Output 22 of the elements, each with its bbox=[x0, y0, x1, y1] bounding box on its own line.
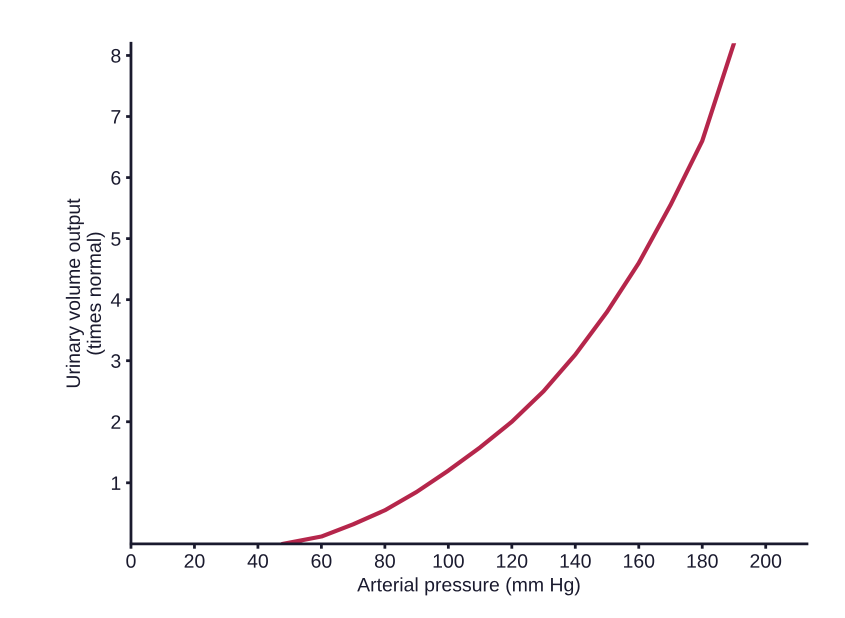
x-tick-label: 120 bbox=[497, 554, 528, 568]
y-tick-label: 1 bbox=[112, 476, 120, 490]
x-tick-label: 140 bbox=[560, 554, 591, 568]
y-tick-label: 3 bbox=[111, 354, 120, 368]
x-tick-label: 40 bbox=[248, 554, 268, 568]
y-tick-label: 6 bbox=[111, 171, 120, 185]
x-tick-label: 180 bbox=[688, 554, 718, 568]
y-tick-label: 2 bbox=[111, 415, 120, 429]
x-axis-title: Arterial pressure (mm Hg) bbox=[357, 577, 580, 596]
y-tick-label: 5 bbox=[111, 232, 120, 246]
y-tick-label: 7 bbox=[111, 110, 120, 124]
y-axis-title: Urinary volume output (times normal) bbox=[66, 198, 105, 388]
x-tick-label: 100 bbox=[434, 554, 464, 568]
x-tick-label: 20 bbox=[184, 554, 205, 568]
line-series bbox=[281, 43, 736, 544]
x-tick-label: 0 bbox=[126, 554, 136, 568]
x-tick-label: 80 bbox=[374, 554, 395, 568]
y-tick-label: 8 bbox=[111, 48, 120, 63]
x-tick-label: 60 bbox=[312, 554, 332, 568]
x-tick-label: 160 bbox=[624, 554, 654, 568]
x-tick-label: 200 bbox=[750, 554, 782, 568]
y-tick-label: 4 bbox=[110, 293, 121, 307]
